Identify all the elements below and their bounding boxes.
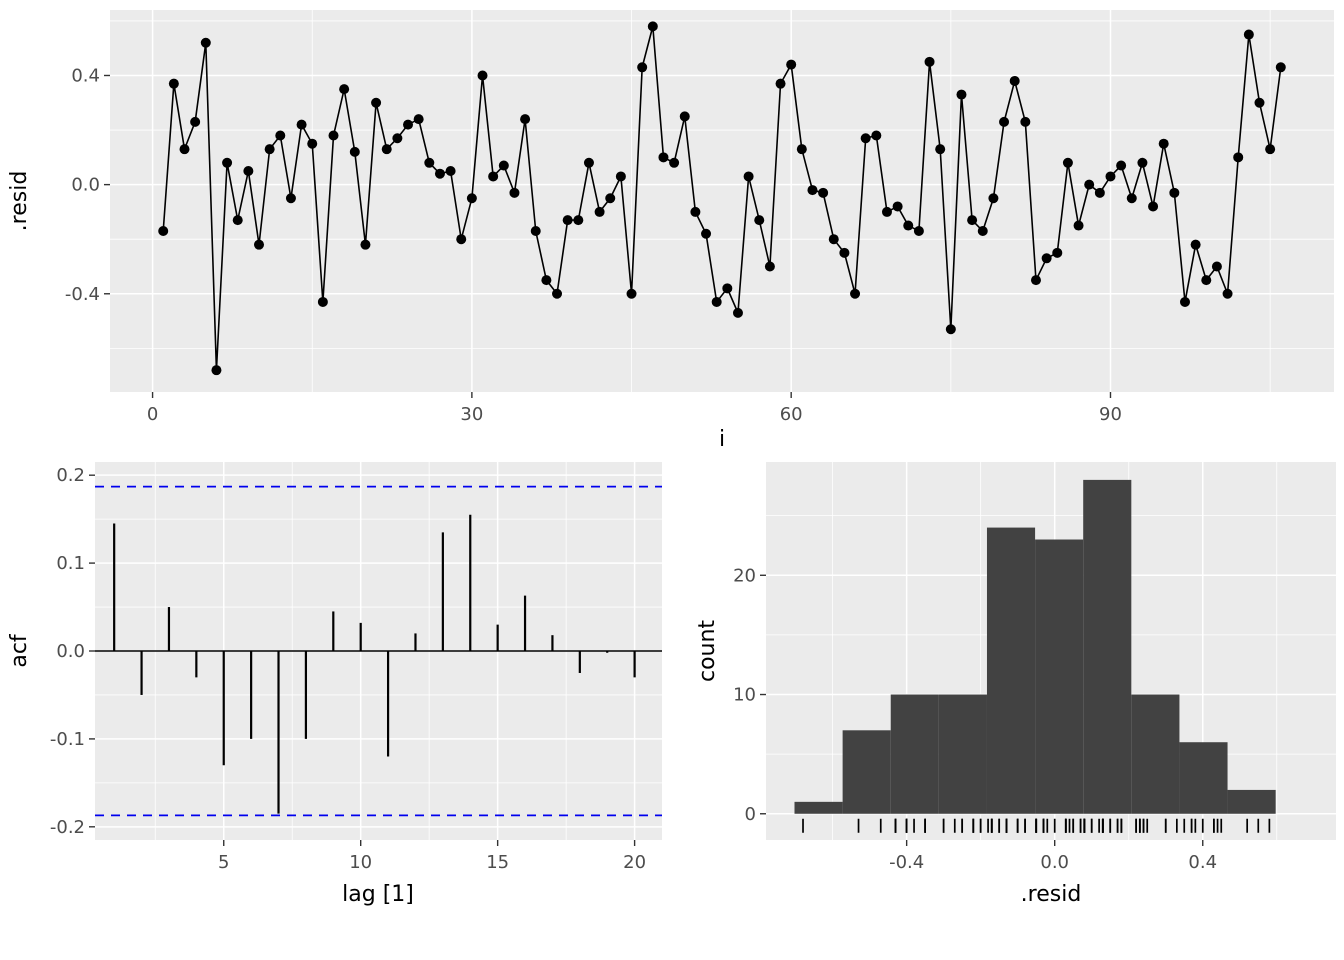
acf-chart: 5 10 15 20 -0.2 -0.1 0.0 0.1 0.2 lag [1] acf [7,462,662,907]
acf-x-axis-title: lag [1] [342,882,414,907]
svg-text:0: 0 [147,404,158,425]
svg-text:5: 5 [218,852,229,873]
svg-text:-0.4: -0.4 [65,284,100,305]
svg-text:-0.2: -0.2 [50,817,85,838]
svg-text:0: 0 [745,804,756,825]
plot-area: 0 30 60 90 -0.4 0.0 0.4 [65,10,1334,425]
acf-y-axis-title: acf [7,633,32,668]
svg-text:0.0: 0.0 [1040,852,1069,873]
svg-text:0.1: 0.1 [56,553,85,574]
residuals-x-axis-title: i [719,427,725,452]
svg-text:-0.4: -0.4 [889,852,924,873]
svg-text:0.0: 0.0 [56,641,85,662]
svg-text:10: 10 [733,685,756,706]
residuals-y-axis-title: .resid [7,171,32,232]
svg-text:0.4: 0.4 [1188,852,1217,873]
histogram-y-axis-title: count [695,620,720,682]
svg-text:10: 10 [349,852,372,873]
svg-text:20: 20 [733,565,756,586]
svg-text:0.2: 0.2 [56,465,85,486]
svg-text:-0.1: -0.1 [50,729,85,750]
svg-text:0.4: 0.4 [71,65,100,86]
svg-text:15: 15 [486,852,509,873]
plot-area: -0.4 0.0 0.4 0 10 20 [733,462,1336,873]
svg-text:60: 60 [780,404,803,425]
svg-text:30: 30 [460,404,483,425]
svg-text:0.0: 0.0 [71,175,100,196]
residuals-histogram: -0.4 0.0 0.4 0 10 20 .resid count [695,462,1336,907]
plot-area: 5 10 15 20 -0.2 -0.1 0.0 0.1 0.2 [50,462,662,873]
histogram-x-axis-title: .resid [1021,882,1082,907]
svg-text:90: 90 [1099,404,1122,425]
svg-text:20: 20 [623,852,646,873]
residuals-line-chart: 0 30 60 90 -0.4 0.0 0.4 i .resid [7,10,1334,452]
